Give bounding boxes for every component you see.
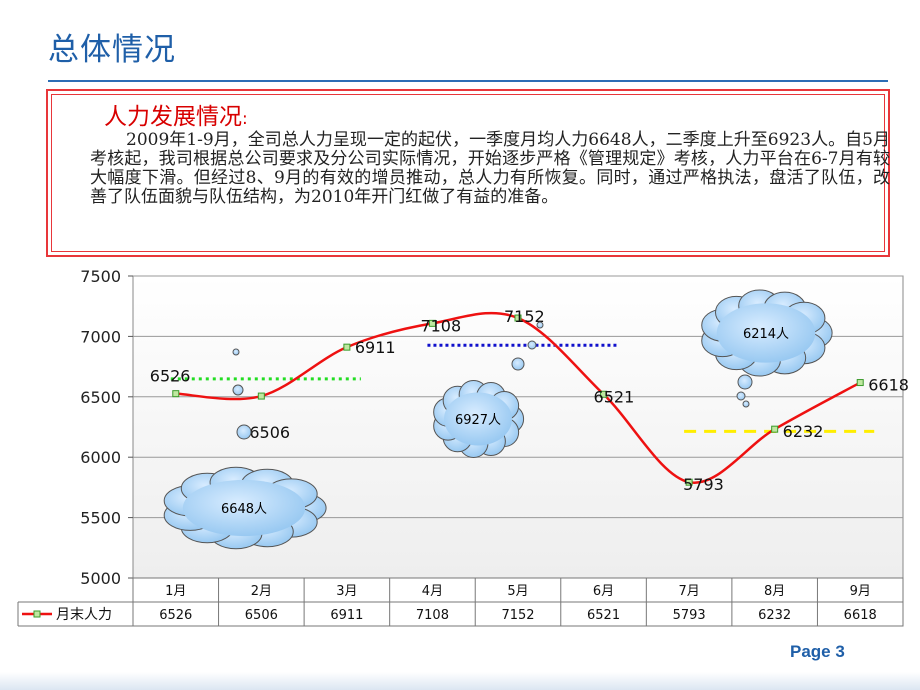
x-category-label: 4月 <box>422 584 443 599</box>
y-tick-label: 7500 <box>80 267 121 286</box>
table-value-cell: 6506 <box>245 608 278 623</box>
title-divider <box>48 80 888 82</box>
thought-cloud: 6648人 <box>163 348 327 550</box>
cloud-tail-bubble <box>232 384 244 396</box>
data-point <box>685 478 693 486</box>
thought-cloud: 6927人 <box>433 321 544 459</box>
data-label: 6618 <box>868 376 909 395</box>
cloud-body <box>716 303 816 363</box>
table-value-cell: 6911 <box>330 608 363 623</box>
summary-heading: 人力发展情况: <box>104 97 248 131</box>
cloud-body <box>182 479 306 537</box>
slide-title: 总体情况 <box>48 32 176 68</box>
y-tick-label: 5000 <box>80 569 121 588</box>
cloud-tail-bubble <box>742 400 750 408</box>
x-category-label: 8月 <box>764 584 785 599</box>
legend-series-label: 月末人力 <box>56 607 112 623</box>
summary-heading-colon: : <box>242 109 248 129</box>
cloud-tail-bubble <box>536 321 544 329</box>
cloud-tail-bubble <box>737 374 753 390</box>
table-value-cell: 6618 <box>844 608 877 623</box>
data-label: 6521 <box>594 387 635 406</box>
table-value-cell: 6232 <box>758 608 791 623</box>
table-value-cell: 7152 <box>501 608 534 623</box>
data-point <box>514 314 522 322</box>
x-category-label: 2月 <box>251 584 272 599</box>
data-label: 6506 <box>249 423 290 442</box>
cloud-tail-bubble <box>511 357 525 371</box>
cloud-label: 6214人 <box>743 327 789 342</box>
summary-heading-text: 人力发展情况 <box>104 104 242 130</box>
series-line <box>175 311 861 484</box>
thought-cloud: 6214人 <box>701 289 833 408</box>
data-point <box>172 390 180 398</box>
cloud-tail-bubble <box>236 424 252 440</box>
cloud-label: 6927人 <box>455 413 501 428</box>
data-point <box>600 390 608 398</box>
y-tick-label: 7000 <box>80 327 121 346</box>
y-tick-label: 6500 <box>80 388 121 407</box>
cloud-label: 6648人 <box>221 502 267 517</box>
cloud-body <box>444 392 512 446</box>
table-value-cell: 6526 <box>159 608 192 623</box>
data-point <box>343 343 351 351</box>
footer-band <box>0 672 920 690</box>
y-tick-label: 5500 <box>80 509 121 528</box>
data-label: 5793 <box>683 475 724 494</box>
data-point <box>771 425 779 433</box>
x-category-label: 1月 <box>165 584 186 599</box>
data-label: 7108 <box>420 316 461 335</box>
data-point <box>257 392 265 400</box>
x-category-label: 9月 <box>850 584 871 599</box>
x-category-label: 5月 <box>507 584 528 599</box>
data-point <box>428 319 436 327</box>
summary-body: 2009年1-9月，全司总人力呈现一定的起伏，一季度月均人力6648人，二季度上… <box>90 130 890 207</box>
data-label: 6232 <box>783 422 824 441</box>
cloud-tail-bubble <box>527 340 537 350</box>
summary-box-inner-border <box>51 94 885 252</box>
table-value-cell: 7108 <box>416 608 449 623</box>
data-label: 7152 <box>504 307 545 326</box>
data-label: 6526 <box>150 367 191 386</box>
x-category-label: 3月 <box>336 584 357 599</box>
cloud-tail-bubble <box>736 391 746 401</box>
summary-box: 人力发展情况: 2009年1-9月，全司总人力呈现一定的起伏，一季度月均人力66… <box>46 89 890 257</box>
cloud-tail-bubble <box>232 348 240 356</box>
data-point <box>856 379 864 387</box>
legend-marker-swatch <box>33 610 41 618</box>
table-value-cell: 6521 <box>587 608 620 623</box>
table-value-cell: 5793 <box>673 608 706 623</box>
x-category-label: 7月 <box>678 584 699 599</box>
data-label: 6911 <box>355 338 396 357</box>
y-tick-label: 6000 <box>80 448 121 467</box>
page-number: Page 3 <box>790 642 845 661</box>
x-category-label: 6月 <box>593 584 614 599</box>
